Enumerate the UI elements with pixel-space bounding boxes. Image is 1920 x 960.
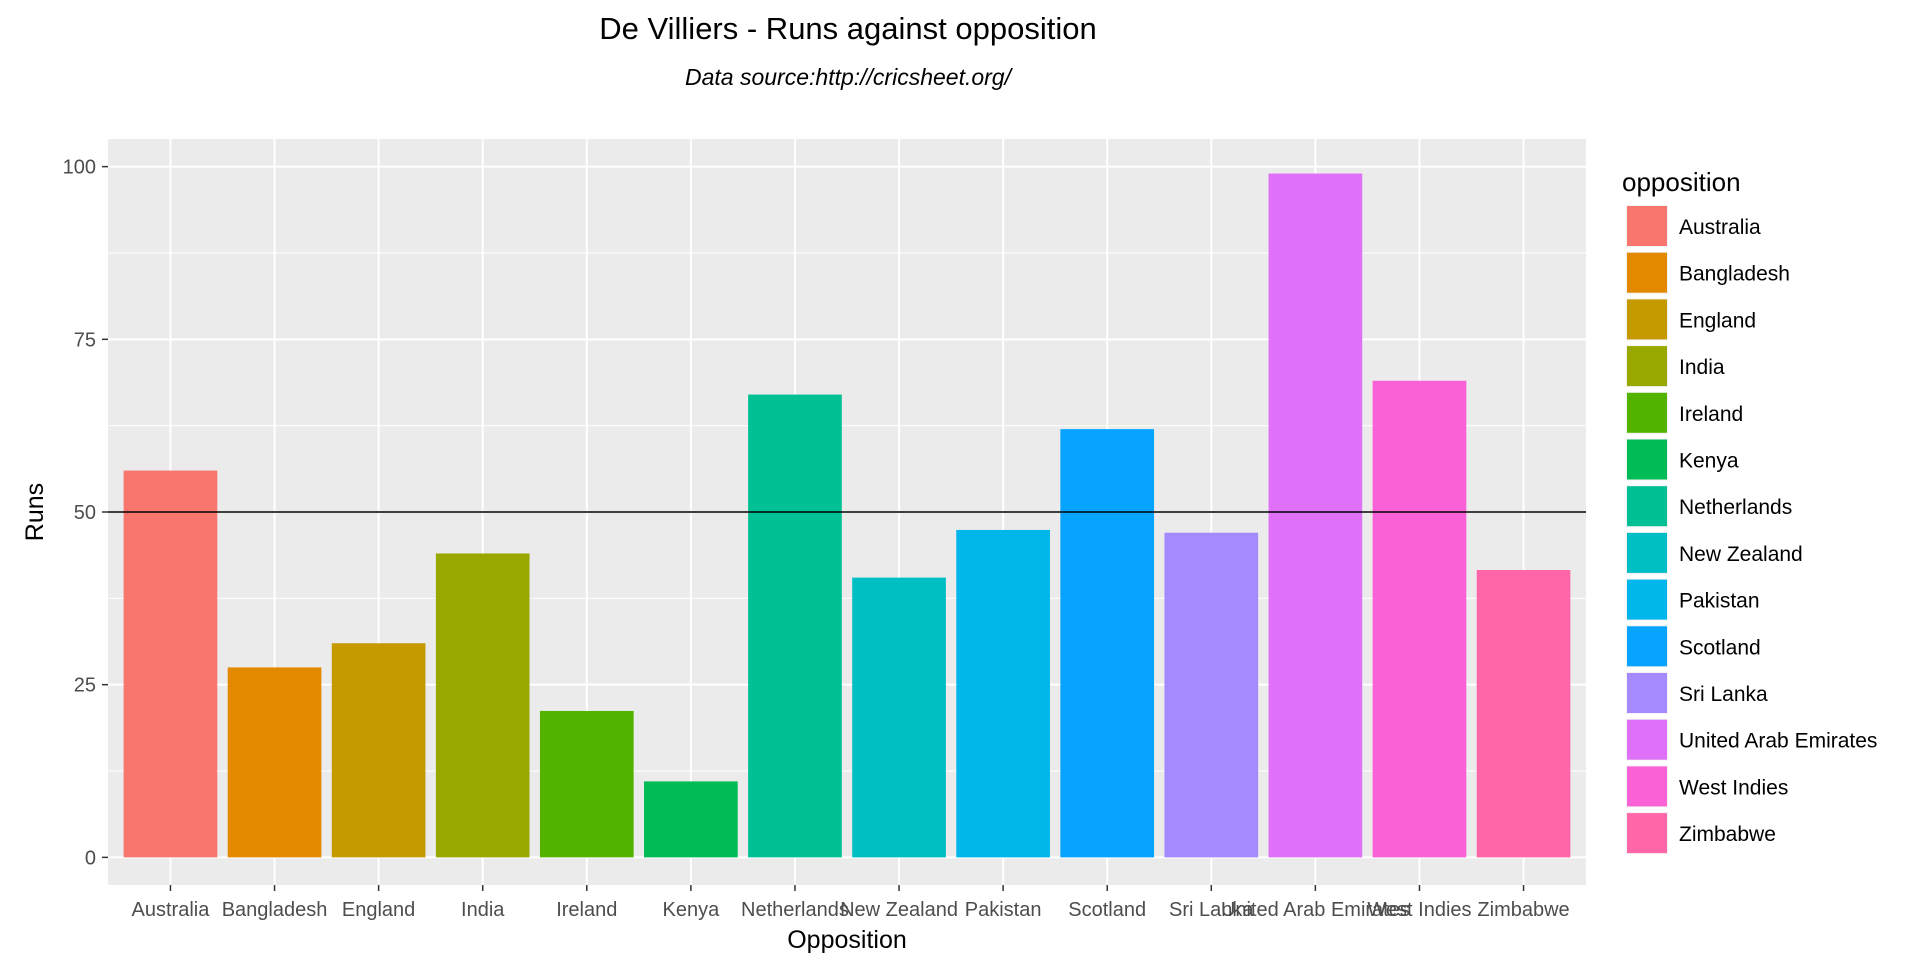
x-tick-label: Bangladesh bbox=[222, 899, 328, 921]
x-axis-title: Opposition bbox=[787, 926, 907, 954]
legend-swatch bbox=[1627, 299, 1667, 340]
x-tick-label: Zimbabwe bbox=[1477, 899, 1569, 921]
bar-england bbox=[331, 643, 426, 858]
x-tick-label: United Arab Emirates bbox=[1221, 899, 1410, 921]
x-tick-label: India bbox=[461, 899, 505, 921]
legend-swatch bbox=[1627, 813, 1667, 854]
legend-swatch bbox=[1627, 252, 1667, 293]
x-axis: Australia Bangladesh England India Ireland Ke… bbox=[132, 885, 1570, 921]
x-tick-label: Australia bbox=[132, 899, 211, 921]
bar-kenya bbox=[644, 781, 738, 858]
legend-label: Sri Lanka bbox=[1679, 683, 1768, 706]
legend-label: England bbox=[1679, 309, 1756, 332]
x-tick-label: Scotland bbox=[1068, 899, 1146, 921]
legend-label: West Indies bbox=[1679, 776, 1788, 799]
bar-ireland bbox=[539, 710, 634, 858]
y-tick-label: 50 bbox=[74, 502, 96, 524]
chart-subtitle: Data source:http://cricsheet.org/ bbox=[685, 64, 1014, 90]
bar-australia bbox=[123, 470, 218, 858]
legend-label: Kenya bbox=[1679, 450, 1739, 473]
legend-label: Zimbabwe bbox=[1679, 823, 1776, 846]
bar-india bbox=[435, 553, 530, 858]
legend-title: opposition bbox=[1622, 167, 1741, 197]
x-tick-label: Pakistan bbox=[965, 899, 1042, 921]
legend-swatch bbox=[1627, 346, 1667, 387]
legend-swatch bbox=[1627, 579, 1667, 620]
legend-swatch bbox=[1627, 392, 1667, 433]
legend: opposition Australia Bangladesh England Ind… bbox=[1622, 167, 1877, 855]
legend-label: New Zealand bbox=[1679, 543, 1803, 566]
x-tick-label: West Indies bbox=[1367, 899, 1471, 921]
legend-label: Scotland bbox=[1679, 636, 1761, 659]
bar-pakistan bbox=[956, 529, 1050, 858]
legend-label: Pakistan bbox=[1679, 590, 1760, 613]
x-tick-label: Netherlands bbox=[741, 899, 849, 921]
x-tick-label: England bbox=[342, 899, 415, 921]
y-axis-title: Runs bbox=[21, 483, 49, 541]
legend-swatch bbox=[1627, 766, 1667, 807]
legend-label: Ireland bbox=[1679, 403, 1743, 426]
legend-label: Australia bbox=[1679, 216, 1761, 239]
bar-west-indies bbox=[1372, 380, 1467, 858]
y-tick-label: 25 bbox=[74, 675, 96, 697]
bar-scotland bbox=[1060, 429, 1155, 858]
y-tick-label: 0 bbox=[85, 847, 96, 869]
bar-united-arab-emirates bbox=[1268, 173, 1363, 858]
bar-bangladesh bbox=[227, 667, 322, 858]
legend-label: India bbox=[1679, 356, 1725, 379]
legend-swatch bbox=[1627, 719, 1667, 760]
legend-swatch bbox=[1627, 206, 1667, 246]
x-tick-label: Kenya bbox=[663, 899, 721, 921]
y-tick-label: 100 bbox=[63, 157, 96, 179]
bar-sri-lanka bbox=[1164, 532, 1259, 858]
legend-swatch bbox=[1627, 626, 1667, 667]
y-axis: 0 25 50 75 100 bbox=[63, 157, 108, 869]
legend-swatch bbox=[1627, 532, 1667, 573]
x-tick-label: Ireland bbox=[556, 899, 617, 921]
bar-new-zealand bbox=[852, 577, 946, 858]
bar-zimbabwe bbox=[1476, 570, 1571, 858]
legend-swatch bbox=[1627, 439, 1667, 480]
legend-label: Bangladesh bbox=[1679, 263, 1790, 286]
x-tick-label: Sri Lanka bbox=[1169, 899, 1254, 921]
legend-label: United Arab Emirates bbox=[1679, 730, 1877, 753]
bars bbox=[123, 173, 1571, 858]
x-tick-label: New Zealand bbox=[840, 899, 958, 921]
legend-swatch bbox=[1627, 673, 1667, 713]
legend-label: Netherlands bbox=[1679, 496, 1792, 519]
legend-swatch bbox=[1627, 486, 1667, 527]
bar-netherlands bbox=[748, 394, 842, 858]
y-tick-label: 75 bbox=[74, 329, 96, 351]
chart-title: De Villiers - Runs against opposition bbox=[599, 11, 1096, 46]
